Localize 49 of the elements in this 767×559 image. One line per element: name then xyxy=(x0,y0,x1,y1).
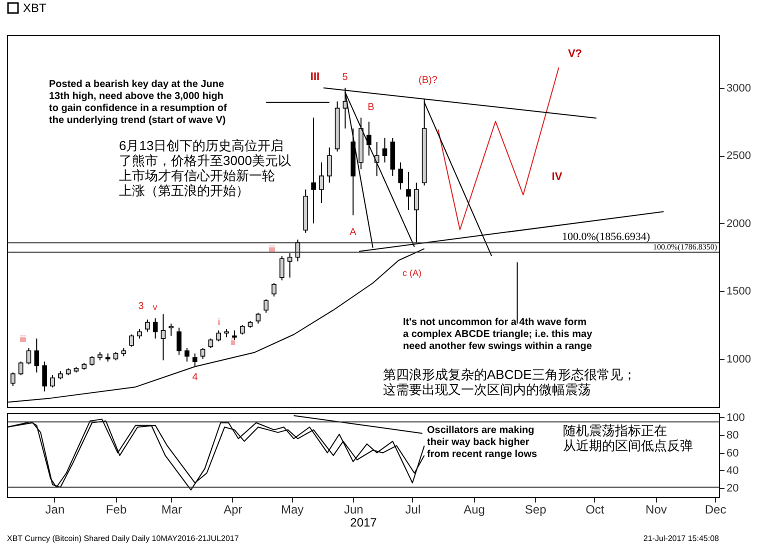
x-tick-label: Sep xyxy=(524,502,547,516)
y-tick-label: 2000 xyxy=(726,218,751,230)
x-tick-label: Nov xyxy=(646,502,667,516)
x-tick-label: Feb xyxy=(106,502,127,516)
annotation: B xyxy=(368,102,375,113)
x-tick-label: Jul xyxy=(405,502,421,516)
x-tick-label: May xyxy=(280,502,304,516)
annotation: A xyxy=(350,227,357,238)
x-tick-label: Jan xyxy=(45,502,65,516)
y-tick-label: 2500 xyxy=(726,150,751,162)
x-tick-label: Dec xyxy=(704,502,726,516)
annotation: 6月13日创下的历史高位开启了熊市，价格升至3000美元以上市场才有信心开始新一轮上涨（第五浪的开始） xyxy=(119,138,291,198)
y-tick-label: 20 xyxy=(726,482,739,495)
legend-label: XBT xyxy=(23,1,48,15)
x-tick-label: Aug xyxy=(464,502,485,516)
annotation: iii xyxy=(20,334,26,344)
text: 21-Jul-2017 15:45:08 xyxy=(643,534,720,543)
text: XBT Curncy (Bitcoin) Shared Daily Daily 10MAY2016-21JUL2017 xyxy=(7,534,240,543)
annotation: IV xyxy=(552,171,563,183)
y-tick-label: 100 xyxy=(726,412,745,424)
annotation: 随机震荡指标正在从近期的区间低点反弹 xyxy=(563,423,693,453)
y-tick-label: 80 xyxy=(726,430,739,442)
annotation: 5 xyxy=(342,72,348,83)
x-tick-label: Oct xyxy=(586,502,605,516)
y-tick-label: 1500 xyxy=(726,286,751,298)
ref-line-label: 100.0%(1786.8350) xyxy=(653,242,718,252)
annotation: Oscillators are making their way back higher from recent range lows xyxy=(427,425,538,460)
annotation: i xyxy=(218,317,220,327)
annotation: Posted a bearish key day at the June 13th high, need above the 3,000 high to gain confidence in a resumption of the underlying trend (start of wave V) xyxy=(49,79,228,126)
annotation: 3 xyxy=(138,301,144,312)
annotation: 第四浪形成复杂的ABCDE三角形态很常见；这需要出现又一次区间内的微幅震荡 xyxy=(383,367,636,397)
y-tick-label: 3000 xyxy=(726,82,751,94)
ref-line-label: 100.0%(1856.6934) xyxy=(562,230,650,243)
y-tick-label: 1000 xyxy=(726,353,751,366)
annotation: V? xyxy=(568,48,582,60)
x-tick-label: Jun xyxy=(344,502,364,516)
annotation: III xyxy=(310,71,320,83)
annotation: iii xyxy=(269,244,275,254)
y-tick-label: 40 xyxy=(726,464,739,477)
x-tick-label: Mar xyxy=(161,502,182,516)
annotation: v xyxy=(152,302,158,312)
annotation: ii xyxy=(231,337,235,347)
x-tick-label: Apr xyxy=(224,502,242,516)
x-axis-title: 2017 xyxy=(350,516,378,530)
annotation: (B)? xyxy=(418,75,438,86)
annotation: It's not uncommon for a 4th wave form a complex ABCDE triangle; i.e. this may need another few swings within a range xyxy=(403,317,593,352)
annotation: 4 xyxy=(192,372,198,383)
y-tick-label: 60 xyxy=(726,447,739,460)
annotation: c (A) xyxy=(402,268,422,278)
